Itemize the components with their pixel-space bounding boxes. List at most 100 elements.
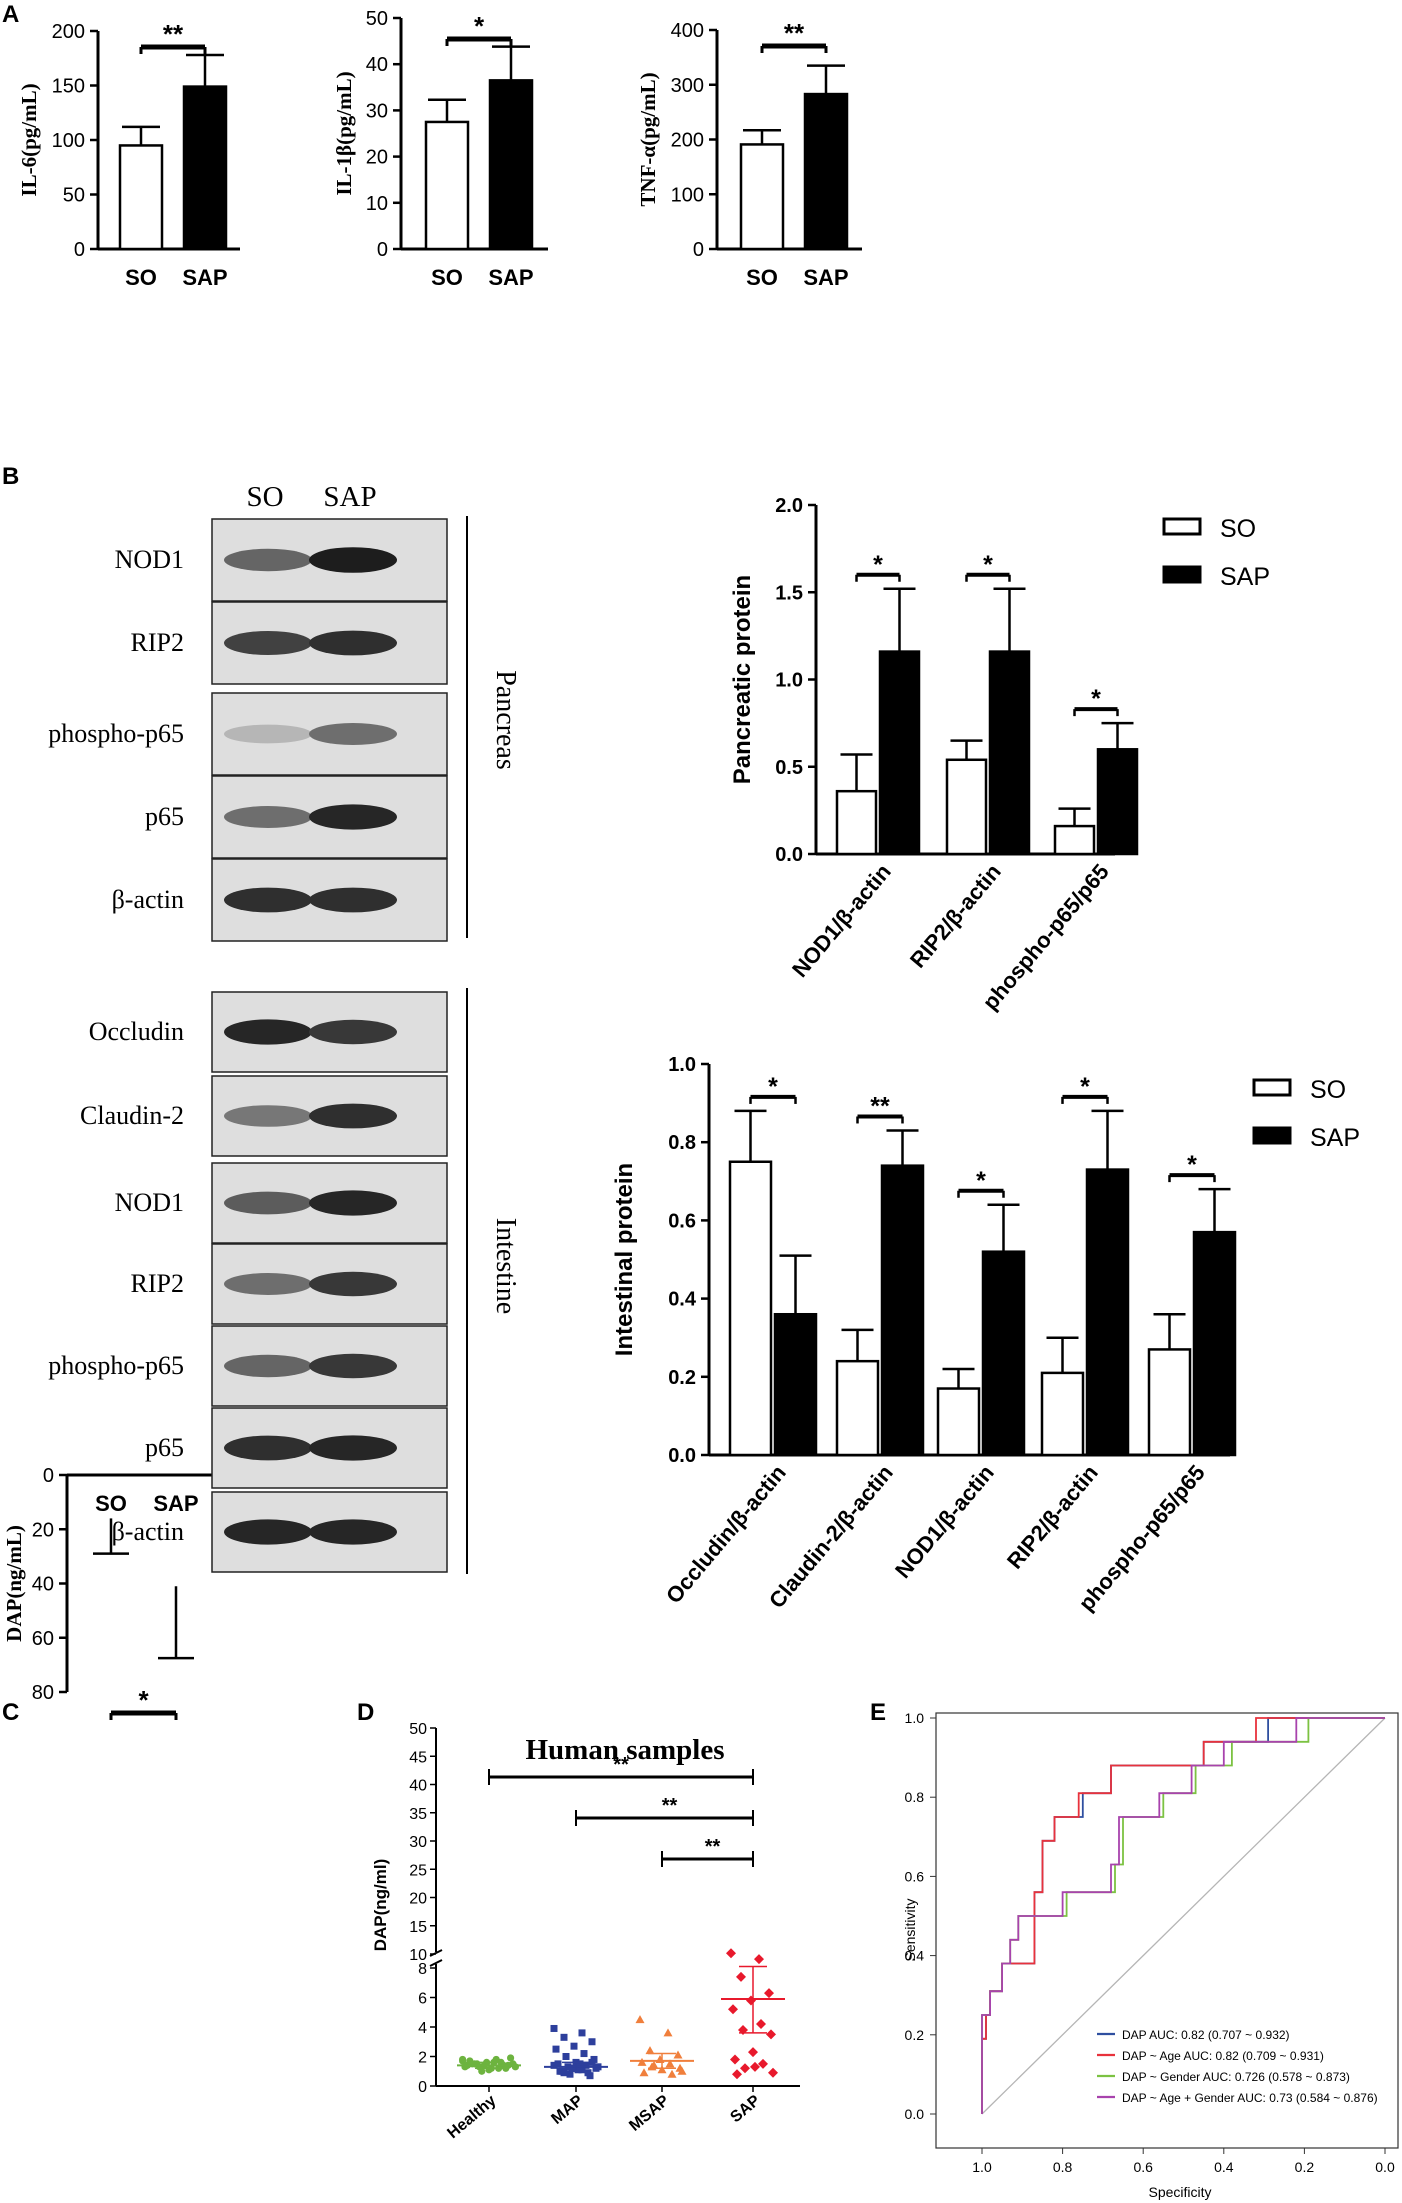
y-tick-label: 0.6 [668, 1210, 696, 1232]
y-tick-label: 0.8 [905, 1789, 925, 1805]
y-tick-label: 20 [32, 1519, 54, 1541]
roc-curve-3 [981, 1717, 1385, 2114]
x-tick-label: SAP [153, 1491, 198, 1516]
blot-band [224, 1191, 312, 1215]
bar-sap [878, 650, 921, 856]
blot-row-label: Occludin [89, 1017, 184, 1046]
blot-band [309, 1435, 397, 1461]
significance-label: * [983, 551, 993, 579]
y-tick-label: 40 [366, 54, 388, 76]
axis-break [429, 1959, 443, 1967]
data-point [586, 2072, 594, 2080]
y-tick-label: 4 [418, 2020, 427, 2037]
y-tick-label: 8 [418, 1961, 427, 1978]
blot-band [309, 1103, 397, 1129]
y-tick-label: 30 [366, 100, 388, 122]
y-tick-label: 40 [32, 1574, 54, 1596]
grouped-bar-chart-B_intestine: 0.00.20.40.60.81.0*Occludin/β-actin**Cla… [611, 1054, 1360, 1616]
blot-row-label: RIP2 [131, 628, 184, 657]
legend-label: DAP ~ Gender AUC: 0.726 (0.578 ~ 0.873) [1122, 2070, 1350, 2084]
y-tick-label: 6 [418, 1991, 427, 2008]
panel-letter-b: B [2, 463, 19, 490]
y-tick-label: 0.0 [668, 1445, 696, 1467]
blot-row-label: β-actin [112, 1517, 184, 1546]
y-tick-label: 50 [409, 1721, 427, 1738]
y-tick-label: 0 [693, 239, 704, 261]
data-point [560, 2069, 568, 2077]
legend-label: SAP [1310, 1124, 1360, 1152]
data-point [736, 1971, 746, 1982]
legend-label: SO [1220, 515, 1256, 543]
y-tick-label: 0.0 [905, 2106, 925, 2122]
blot-band [309, 1019, 397, 1045]
data-point [570, 2064, 578, 2072]
y-axis-title: DAP(ng/ml) [371, 1859, 390, 1952]
y-tick-label: 150 [52, 76, 85, 98]
y-tick-label: 300 [671, 75, 704, 97]
significance-label: ** [662, 1795, 678, 1817]
y-tick-label: 10 [409, 1947, 427, 1964]
blot-row-label: NOD1 [115, 1188, 184, 1217]
y-tick-label: 100 [671, 184, 704, 206]
significance-label: ** [613, 1754, 629, 1776]
data-point [665, 2059, 675, 2068]
plot-frame [935, 1712, 1399, 2149]
panel-letter-a: A [2, 1, 19, 28]
data-point [728, 2004, 738, 2015]
blot-band [309, 1190, 397, 1216]
y-tick-label: 20 [366, 147, 388, 169]
data-point [502, 2064, 510, 2072]
blot-band [309, 804, 397, 830]
y-tick-label: 1.0 [668, 1054, 696, 1076]
y-tick-label: 30 [409, 1834, 427, 1851]
y-tick-label: 25 [409, 1862, 427, 1879]
y-tick-label: 0.2 [905, 2027, 925, 2043]
blot-band [224, 548, 312, 572]
significance-label: ** [705, 1836, 721, 1858]
data-point [576, 2060, 584, 2068]
blot-row-label: β-actin [112, 885, 184, 914]
significance-label: * [1091, 685, 1101, 713]
legend-label: DAP ~ Age AUC: 0.82 (0.709 ~ 0.931) [1122, 2049, 1324, 2063]
x-tick-label: Occludin/β-actin [661, 1460, 791, 1608]
data-point [657, 2065, 667, 2074]
blot-band [309, 723, 397, 745]
data-point [673, 2050, 683, 2059]
bar-sap [182, 85, 228, 251]
data-point [478, 2067, 486, 2075]
grouped-bar-chart-B_pancreas: 0.0 0.5 1.0 1.5 2.0 * NOD1/β-actin * RIP2/β-acti… [729, 495, 1270, 1015]
data-point [667, 2069, 677, 2078]
blot-band [224, 1105, 312, 1127]
bar-chart-C: 0 20 40 60 80 SO SAP * DAP(ng/mL) [2, 1465, 217, 1720]
y-tick-label: 50 [366, 8, 388, 30]
blot-row-label: NOD1 [115, 545, 184, 574]
data-point [754, 1954, 764, 1965]
y-tick-label: 100 [52, 130, 85, 152]
legend-swatch-so [1162, 517, 1202, 536]
y-tick-label: 15 [409, 1919, 427, 1936]
blot-band [224, 1354, 312, 1378]
data-point [768, 2067, 778, 2078]
x-tick-label: MAP [548, 2092, 586, 2128]
data-point [578, 2029, 586, 2037]
bar-so [835, 1359, 880, 1457]
blot-band [309, 547, 397, 573]
y-axis-title: Intestinal protein [611, 1163, 638, 1356]
y-axis-title: IL-1β(pg/mL) [332, 71, 356, 195]
data-point [580, 2050, 588, 2058]
x-tick-label: SAP [727, 2092, 763, 2126]
panel-letters: A B C D E [2, 1, 886, 1726]
data-point [560, 2033, 568, 2041]
data-point [566, 2070, 574, 2078]
panel-letter-d: D [357, 1699, 374, 1726]
x-axis-title: Specificity [1148, 2184, 1211, 2200]
data-point [588, 2038, 596, 2046]
legend-label: SO [1310, 1076, 1346, 1104]
significance-label: ** [784, 18, 805, 48]
blot-row-label: phospho-p65 [48, 1351, 184, 1380]
bar-so [936, 1387, 981, 1457]
x-tick-label: 1.0 [972, 2159, 992, 2175]
blot-band [224, 1435, 312, 1461]
